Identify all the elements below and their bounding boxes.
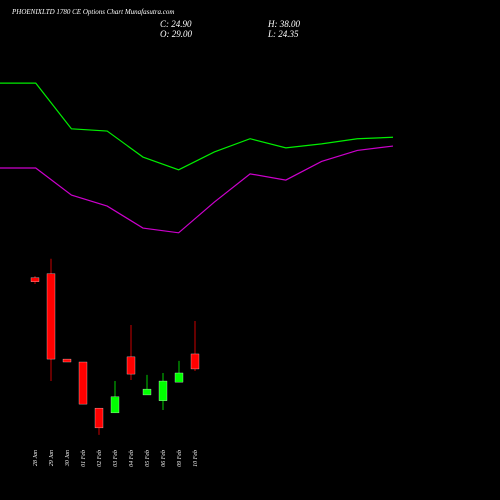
line: [0, 145, 394, 234]
x-tick-label: 02 Feb: [97, 450, 103, 467]
candle-body: [94, 407, 104, 429]
stat-high: H: 38.00: [267, 19, 300, 29]
x-tick-label: 30 Jan: [65, 450, 71, 467]
candle-body: [126, 356, 136, 375]
x-tick-label: 09 Feb: [177, 450, 183, 467]
candle-body: [46, 273, 56, 360]
x-tick-label: 05 Feb: [145, 450, 151, 467]
stat-open: O: 29.00: [160, 29, 192, 39]
x-tick-label: 01 Feb: [81, 450, 87, 467]
candle-body: [190, 353, 200, 370]
x-tick-label: 29 Jan: [49, 450, 55, 466]
candle-body: [78, 361, 88, 405]
x-tick-label: 06 Feb: [161, 450, 167, 467]
candle-body: [174, 372, 184, 383]
chart-title: PHOENIXLTD 1780 CE Options Chart Munafas…: [11, 8, 174, 16]
candle-body: [30, 277, 40, 282]
candle-body: [62, 358, 72, 363]
x-tick-label: 03 Feb: [113, 450, 119, 467]
line: [0, 82, 394, 171]
candle-body: [110, 396, 120, 414]
x-tick-label: 28 Jan: [33, 450, 39, 466]
x-tick-label: 04 Feb: [128, 450, 135, 467]
candle-body: [158, 380, 168, 401]
stat-low: L: 24.35: [267, 29, 299, 39]
candle-body: [142, 388, 152, 396]
stat-close: C: 24.90: [160, 19, 192, 29]
x-tick-label: 10 Feb: [193, 450, 199, 467]
